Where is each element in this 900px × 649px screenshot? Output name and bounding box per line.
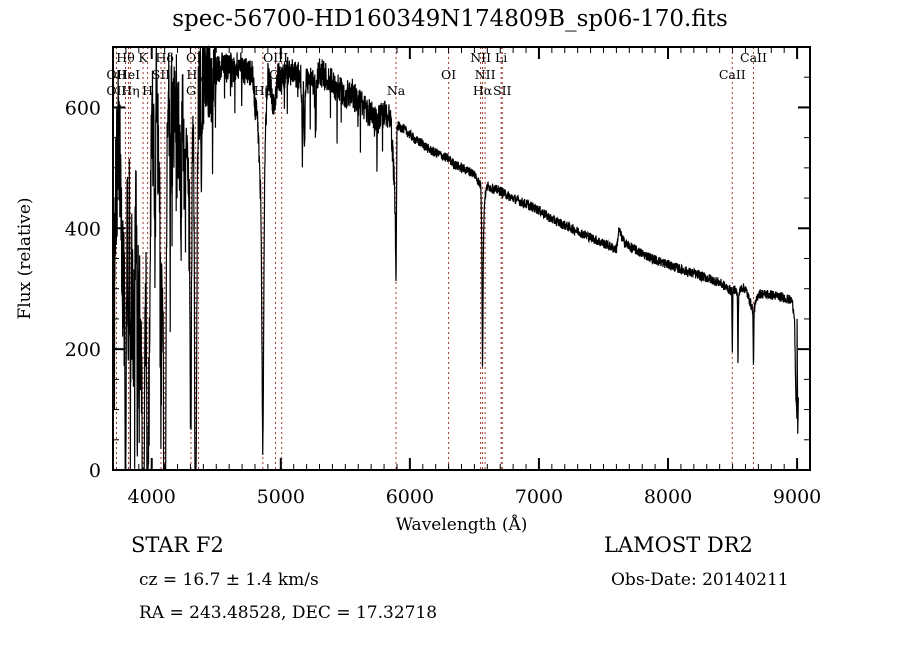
y-tick-label-600: 600 [65, 97, 101, 119]
line-label-OI-6300: OI [441, 67, 456, 82]
line-label-CaII-8662: CaII [740, 50, 767, 65]
y-axis-title: Flux (relative) [15, 197, 35, 319]
x-tick-label-5000: 5000 [257, 486, 305, 508]
plot-background [113, 47, 810, 470]
line-label-H-4861: Hβ [254, 83, 272, 98]
survey-label: LAMOST DR2 [604, 533, 753, 557]
line-label-OIII-5007: OIII [269, 67, 294, 82]
line-label-Na-5893: Na [387, 83, 406, 98]
obs-date-label: Obs-Date: 20140211 [611, 570, 789, 590]
x-tick-label-9000: 9000 [773, 486, 821, 508]
y-tick-label-400: 400 [65, 218, 101, 240]
page-title: spec-56700-HD160349N174809B_sp06-170.fit… [172, 6, 728, 32]
redshift-velocity-label: cz = 16.7 ± 1.4 km/s [139, 570, 319, 590]
line-label-SII-4072: SII [152, 67, 171, 82]
line-label-H-4340: Hγ [186, 67, 204, 82]
spectrum-trace [112, 44, 799, 470]
coordinates-label: RA = 243.48528, DEC = 17.32718 [139, 603, 438, 623]
x-tick-label-6000: 6000 [386, 486, 434, 508]
line-label-NII-6583: NII [475, 67, 496, 82]
y-tick-label-200: 200 [65, 339, 101, 361]
line-label-H-4101: Hδ [156, 50, 174, 65]
x-tick-label-4000: 4000 [128, 486, 176, 508]
line-label-NII-6548: NII [470, 50, 491, 65]
line-label-SII-6716: SII [493, 83, 512, 98]
line-label-H-6563: Hα [473, 83, 493, 98]
line-label-OIII-4959: OIII [263, 50, 288, 65]
line-label-H-3797: Hθ [116, 50, 134, 65]
line-label-OII-3727: OII [106, 83, 126, 98]
x-tick-label-7000: 7000 [515, 486, 563, 508]
line-label-Li-6707: Li [495, 50, 507, 65]
line-label-H-3835: Hη [121, 83, 139, 98]
line-label-G-4304: G [186, 83, 196, 98]
line-label-OIII-4363: OIII [186, 50, 211, 65]
line-label-CaII-8498: CaII [719, 67, 746, 82]
line-label-H-3968: H [142, 83, 153, 98]
x-axis-title: Wavelength (Å) [396, 514, 528, 535]
line-label-HeI-3820: HeI [117, 67, 140, 82]
line-label-OII-3727: OII [106, 67, 126, 82]
x-tick-label-8000: 8000 [644, 486, 692, 508]
object-class-label: STAR F2 [131, 533, 224, 557]
y-tick-label-0: 0 [89, 460, 101, 482]
line-label-K-3933: K [138, 50, 148, 65]
